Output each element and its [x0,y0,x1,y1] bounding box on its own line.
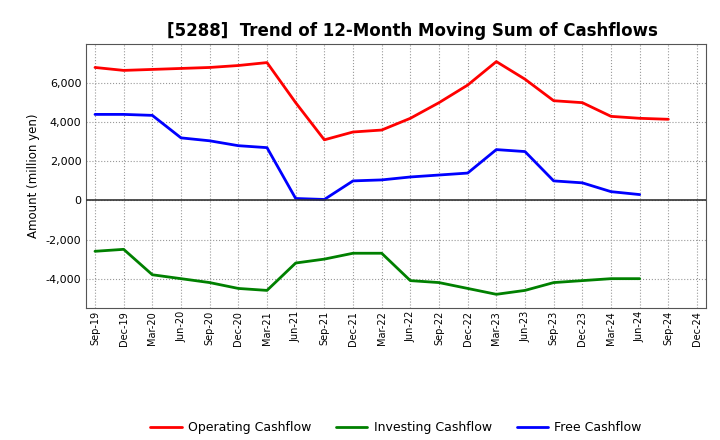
Free Cashflow [635,192,644,197]
Operating Cashflow [148,67,157,72]
Free Cashflow [120,112,128,117]
Operating Cashflow [91,65,99,70]
Investing Cashflow [635,276,644,281]
Operating Cashflow [635,116,644,121]
Investing Cashflow [435,280,444,285]
Free Cashflow [263,145,271,150]
Investing Cashflow [176,276,185,281]
Investing Cashflow [492,292,500,297]
Free Cashflow [148,113,157,118]
Operating Cashflow [549,98,558,103]
Operating Cashflow [406,116,415,121]
Operating Cashflow [176,66,185,71]
Free Cashflow [607,189,616,194]
Investing Cashflow [91,249,99,254]
Investing Cashflow [292,260,300,266]
Free Cashflow [464,170,472,176]
Operating Cashflow [263,60,271,65]
Operating Cashflow [464,82,472,88]
Legend: Operating Cashflow, Investing Cashflow, Free Cashflow: Operating Cashflow, Investing Cashflow, … [145,416,647,439]
Operating Cashflow [234,63,243,68]
Operating Cashflow [435,100,444,105]
Investing Cashflow [148,272,157,277]
Operating Cashflow [292,100,300,105]
Operating Cashflow [607,114,616,119]
Investing Cashflow [263,288,271,293]
Investing Cashflow [521,288,529,293]
Operating Cashflow [205,65,214,70]
Free Cashflow [348,178,357,183]
Operating Cashflow [320,137,328,143]
Free Cashflow [91,112,99,117]
Operating Cashflow [578,100,587,105]
Free Cashflow [406,174,415,180]
Free Cashflow [578,180,587,186]
Investing Cashflow [377,251,386,256]
Investing Cashflow [406,278,415,283]
Line: Operating Cashflow: Operating Cashflow [95,62,668,140]
Operating Cashflow [664,117,672,122]
Free Cashflow [205,138,214,143]
Free Cashflow [292,196,300,201]
Investing Cashflow [464,286,472,291]
Line: Investing Cashflow: Investing Cashflow [95,249,639,294]
Y-axis label: Amount (million yen): Amount (million yen) [27,114,40,238]
Investing Cashflow [348,251,357,256]
Investing Cashflow [120,247,128,252]
Free Cashflow [435,172,444,178]
Text: [5288]  Trend of 12-Month Moving Sum of Cashflows: [5288] Trend of 12-Month Moving Sum of C… [167,22,658,40]
Free Cashflow [492,147,500,152]
Free Cashflow [176,135,185,140]
Investing Cashflow [234,286,243,291]
Investing Cashflow [205,280,214,285]
Free Cashflow [521,149,529,154]
Operating Cashflow [521,77,529,82]
Free Cashflow [320,197,328,202]
Investing Cashflow [320,257,328,262]
Free Cashflow [234,143,243,148]
Operating Cashflow [377,128,386,133]
Line: Free Cashflow: Free Cashflow [95,114,639,199]
Investing Cashflow [578,278,587,283]
Operating Cashflow [120,68,128,73]
Free Cashflow [549,178,558,183]
Free Cashflow [377,177,386,183]
Operating Cashflow [348,129,357,135]
Investing Cashflow [607,276,616,281]
Operating Cashflow [492,59,500,64]
Investing Cashflow [549,280,558,285]
